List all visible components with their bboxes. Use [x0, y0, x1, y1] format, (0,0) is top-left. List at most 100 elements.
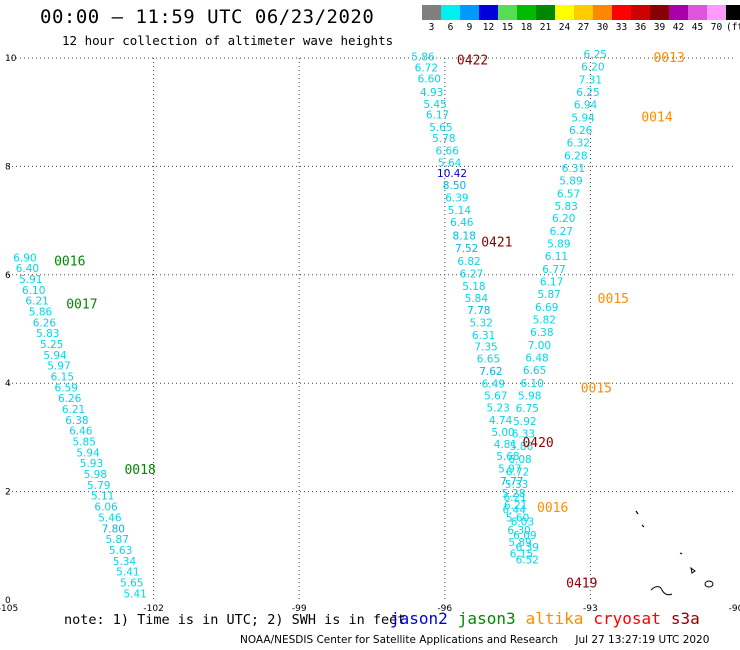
wave-height-value: 6.57 [557, 188, 580, 200]
track-left: 6.906.405.916.106.215.866.265.835.255.94… [13, 252, 147, 600]
wave-height-value: 6.27 [460, 269, 483, 281]
wave-height-value: 5.67 [484, 390, 507, 402]
wave-height-value: 6.17 [426, 110, 449, 122]
wave-height-value: 6.82 [457, 256, 480, 268]
wave-height-value: 5.32 [470, 317, 493, 329]
color-swatch [479, 5, 498, 20]
wave-height-value: 4.81 [494, 439, 517, 451]
wave-height-value: 5.14 [448, 205, 472, 217]
wave-height-value: 10.42 [437, 168, 467, 180]
color-swatch [650, 5, 669, 20]
track-right: 6.256.207.316.256.945.946.266.326.286.31… [503, 49, 607, 567]
wave-height-value: 5.41 [116, 567, 139, 579]
wave-height-value: 6.06 [94, 502, 118, 514]
wave-height-value: 5.18 [462, 281, 485, 293]
wave-height-value: 6.21 [503, 492, 526, 504]
wave-height-value: 6.33 [512, 428, 535, 440]
color-scale-label: 15 [501, 22, 514, 33]
wave-height-value: 5.97 [47, 361, 70, 373]
wave-height-value: 4.93 [420, 87, 443, 99]
color-scale-label: 21 [539, 22, 552, 33]
pass-label: 0018 [124, 463, 155, 478]
track-middle: 5.866.726.604.935.456.175.655.786.665.64… [411, 52, 533, 561]
wave-height-value: 5.25 [40, 339, 63, 351]
wave-height-value: 6.20 [552, 213, 575, 225]
wave-height-value: 5.68 [496, 451, 519, 463]
color-swatch [574, 5, 593, 20]
wave-height-value: 5.92 [513, 416, 536, 428]
credit-timestamp: Jul 27 13:27:19 UTC 2020 [575, 634, 710, 646]
wave-height-value: 5.97 [498, 464, 521, 476]
wave-height-value: 6.10 [520, 378, 543, 390]
color-swatch [631, 5, 650, 20]
wave-height-value: 5.63 [109, 545, 132, 557]
y-tick-label: 8 [5, 162, 11, 172]
wave-height-value: 5.84 [465, 293, 489, 305]
color-swatch [688, 5, 707, 20]
pass-label: 0419 [566, 577, 597, 592]
color-swatch [612, 5, 631, 20]
wave-height-value: 7.31 [579, 74, 602, 86]
wave-height-value: 6.15 [510, 549, 533, 561]
wave-height-value: 5.28 [502, 488, 525, 500]
wave-height-value: 6.75 [516, 403, 539, 415]
wave-height-value: 6.11 [545, 251, 568, 263]
legend-altika: altika [525, 609, 584, 628]
wave-height-value: 6.21 [62, 404, 85, 416]
wave-height-value: 6.94 [574, 99, 598, 111]
wave-height-value: 6.25 [576, 87, 599, 99]
wave-height-value: 6.28 [564, 150, 587, 162]
wave-height-value: 6.46 [450, 217, 474, 229]
pass-label: 0014 [641, 111, 672, 126]
wave-height-value: 5.89 [547, 239, 570, 251]
wave-height-value: 8.50 [443, 180, 466, 192]
wave-height-value: 5.64 [438, 157, 462, 169]
altimeter-tracks: 6.906.405.916.106.215.866.265.835.255.94… [13, 49, 607, 600]
wave-height-value: 5.86 [510, 441, 534, 453]
wave-height-value: 6.31 [562, 163, 585, 175]
color-scale-label: 12 [482, 22, 495, 33]
wave-height-value: 5.33 [505, 479, 528, 491]
wave-height-value: 5.94 [43, 350, 67, 362]
x-tick-label: -90 [729, 604, 740, 614]
wave-height-value: 5.11 [91, 491, 114, 503]
wave-height-value: 6.25 [584, 49, 607, 61]
credit-org: NOAA/NESDIS Center for Satellite Applica… [240, 634, 558, 646]
color-scale-label: 45 [691, 22, 704, 33]
wave-height-value: 8.18 [453, 231, 476, 243]
color-scale-label: 33 [615, 22, 628, 33]
color-swatch [536, 5, 555, 20]
color-scale-label: 3 [428, 22, 435, 33]
y-tick-label: 6 [5, 271, 11, 281]
wave-height-value: 7.35 [474, 342, 497, 354]
wave-height-value: 5.65 [429, 122, 452, 134]
wave-height-value: 6.59 [55, 382, 78, 394]
wave-height-value: 5.45 [423, 99, 446, 111]
color-swatch [441, 5, 460, 20]
wave-height-value: 6.39 [516, 542, 539, 554]
page-title: 00:00 – 11:59 UTC 06/23/2020 [40, 6, 375, 28]
y-tick-label: 0 [5, 596, 11, 606]
wave-height-value: 5.87 [106, 534, 129, 546]
color-swatch [707, 5, 726, 20]
wave-height-value: 6.38 [65, 415, 88, 427]
wave-height-value: 5.94 [571, 112, 595, 124]
color-scale-label: (ft) [726, 22, 740, 33]
wave-height-value: 6.66 [436, 145, 460, 157]
wave-height-value: 7.52 [455, 243, 478, 255]
wave-height-value: 5.94 [76, 447, 100, 459]
pass-label: 0017 [66, 298, 97, 313]
wave-height-value: 6.72 [506, 466, 529, 478]
wave-height-value: 6.21 [504, 500, 527, 512]
wave-height-value: 5.41 [123, 588, 146, 600]
color-scale-label: 30 [596, 22, 609, 33]
color-scale-label: 18 [520, 22, 533, 33]
pass-label: 0015 [598, 292, 629, 307]
wave-height-value: 5.46 [98, 512, 122, 524]
wave-height-value: 5.85 [73, 437, 96, 449]
legend-cryosat: cryosat [593, 609, 661, 628]
wave-height-value: 6.26 [33, 317, 57, 329]
wave-height-value: 6.26 [569, 125, 593, 137]
wave-height-value: 5.78 [432, 133, 455, 145]
